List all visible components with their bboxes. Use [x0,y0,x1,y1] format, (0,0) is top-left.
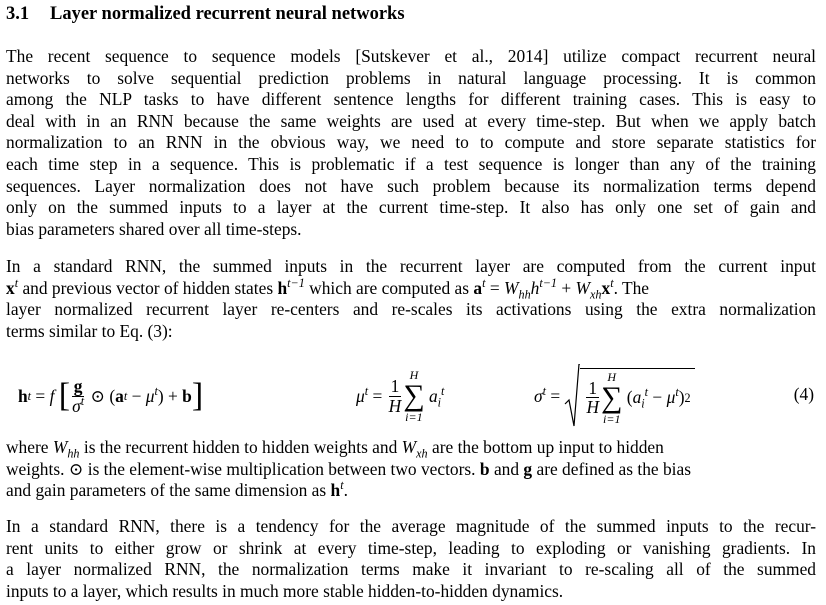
math-whh: Whh [52,437,80,461]
text-line: only on the summed inputs to a layer at … [6,197,816,218]
text-line-with-math: and gain parameters of the same dimensio… [6,478,348,501]
math-g: g [523,458,533,479]
radical-sign-icon [565,364,581,427]
math-b: b [479,458,490,479]
text-span: weights. [6,458,65,479]
math-x: x [6,277,15,298]
paragraph-1: The recent sequence to sequence models [… [6,46,816,240]
text-line: In a standard RNN, there is a tendency f… [6,516,816,536]
text-span: and previous vector of hidden states [22,277,274,298]
text-line: networks to solve sequential prediction … [6,67,816,88]
text-span: is the recurrent hidden to hidden weight… [83,437,398,457]
paragraph-2: In a standard RNN, the summed inputs in … [6,256,816,342]
text-line-with-math: where Whh is the recurrent hidden to hid… [6,437,816,461]
text-span: are the bottom up input to hidden [432,437,664,457]
math-wxh: Wxh [401,437,428,461]
paragraph-3: where Whh is the recurrent hidden to hid… [6,437,816,502]
text-line: sequences. Layer normalization does not … [6,175,816,196]
math-wxh: Wxh [575,277,602,302]
text-line: deal with in an RNN because the same wei… [6,110,816,131]
text-line: each time step in a sequence. This is pr… [6,153,816,174]
section-number: 3.1 [6,4,30,24]
sum-symbol: H ∑ i=1 [403,368,425,424]
math-x: x [601,277,611,298]
text-line: In a standard RNN, the summed inputs in … [6,256,816,276]
section-heading: 3.1 Layer normalized recurrent neural net… [6,4,405,25]
text-line: rent units to either grow or shrink at e… [6,537,816,558]
math-sup: t [482,275,486,290]
math-whh: Whhht−1 [503,275,558,302]
section-title: Layer normalized recurrent neural networ… [50,4,405,24]
math-h: h [330,480,341,501]
math-h: h [277,277,288,298]
equation-number: (4) [793,384,814,404]
paragraph-4: In a standard RNN, there is a tendency f… [6,516,816,602]
text-line: normalization to an RNN in the obvious w… [6,132,816,153]
math-a: a [473,277,483,298]
text-span: which are computed as [309,277,470,298]
text-line: bias parameters shared over all time-ste… [6,218,302,239]
text-line: terms similar to Eq. (3): [6,320,173,341]
text-span: are defined as the bias [536,458,691,479]
text-line: layer normalized recurrent layer re-cent… [6,299,816,320]
text-span: where [6,437,49,457]
math-sup: t [610,275,614,290]
text-span: is the element-wise multiplication betwe… [87,458,476,479]
text-line: inputs to a layer, which results in much… [6,580,564,601]
fraction-g-sigma: g σt [71,376,85,416]
math-sup: t−1 [287,275,305,290]
math-sup: t [14,275,19,290]
text-line: among the NLP tasks to have different se… [6,89,816,110]
text-span: and gain parameters of the same dimensio… [6,480,327,501]
text-line: a layer normalized RNN, the normalizatio… [6,559,816,580]
text-line-with-math: weights. ⊙ is the element-wise multiplic… [6,458,691,479]
text-span: and [493,458,520,479]
text-line: The recent sequence to sequence models [… [6,46,816,66]
text-line-with-math: xt and previous vector of hidden states … [6,275,650,302]
